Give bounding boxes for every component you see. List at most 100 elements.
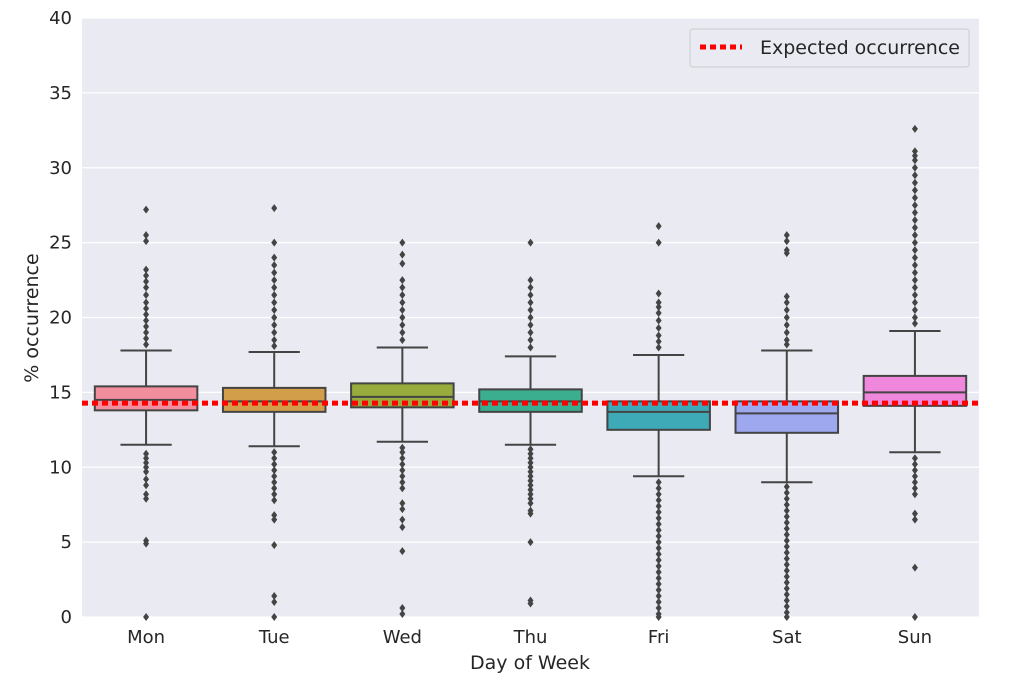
- outlier-wed-3: [399, 276, 406, 285]
- outlier-tue-23: [271, 496, 278, 505]
- box-sun: [862, 124, 968, 621]
- outlier-thu-8: [527, 328, 534, 337]
- outlier-mon-0: [143, 205, 150, 214]
- outlier-thu-5: [527, 306, 534, 315]
- outlier-sat-7: [783, 313, 790, 322]
- outlier-wed-26: [399, 610, 406, 619]
- outlier-sat-8: [783, 320, 790, 329]
- outlier-sat-6: [783, 306, 790, 315]
- outlier-fri-23: [655, 550, 662, 559]
- outlier-mon-11: [143, 316, 150, 325]
- outlier-sun-1: [911, 147, 918, 156]
- outlier-tue-3: [271, 261, 278, 270]
- legend: Expected occurrence: [689, 28, 970, 68]
- outlier-thu-26: [527, 538, 534, 547]
- outlier-sun-32: [911, 490, 918, 499]
- outlier-thu-3: [527, 291, 534, 300]
- y-tick-labels: 0 5 10 15 20 25 30 35 40: [49, 8, 72, 628]
- x-tick-labels: Mon Tue Wed Thu Fri Sat Sun: [127, 627, 932, 648]
- outlier-fri-1: [655, 238, 662, 247]
- outlier-sat-0: [783, 231, 790, 240]
- y-tick-label-25: 25: [49, 233, 72, 254]
- outlier-sun-26: [911, 454, 918, 463]
- outlier-sun-2: [911, 151, 918, 160]
- outlier-wed-7: [399, 306, 406, 315]
- outlier-wed-21: [399, 505, 406, 514]
- outlier-thu-23: [527, 499, 534, 508]
- outlier-wed-25: [399, 604, 406, 613]
- outlier-fri-29: [655, 586, 662, 595]
- y-axis-label: % occurrence: [21, 253, 43, 382]
- outlier-wed-18: [399, 478, 406, 487]
- outlier-sun-20: [911, 283, 918, 292]
- outlier-sun-24: [911, 313, 918, 322]
- outlier-thu-11: [527, 445, 534, 454]
- outlier-mon-2: [143, 237, 150, 246]
- outlier-sat-30: [783, 590, 790, 599]
- outlier-wed-0: [399, 238, 406, 247]
- outlier-tue-1: [271, 238, 278, 247]
- outlier-tue-7: [271, 291, 278, 300]
- outlier-fri-2: [655, 289, 662, 298]
- outlier-sat-22: [783, 542, 790, 551]
- outlier-mon-18: [143, 458, 150, 467]
- legend-box: [689, 28, 970, 68]
- outlier-sat-34: [783, 613, 790, 621]
- outlier-sat-19: [783, 524, 790, 533]
- outlier-thu-16: [527, 467, 534, 476]
- outlier-thu-25: [527, 509, 534, 518]
- outlier-sat-28: [783, 578, 790, 587]
- y-tick-label-40: 40: [49, 8, 72, 29]
- outlier-mon-10: [143, 310, 150, 319]
- outlier-thu-1: [527, 276, 534, 285]
- box-mon: [93, 205, 199, 621]
- outlier-thu-17: [527, 472, 534, 481]
- y-tick-label-0: 0: [61, 607, 72, 628]
- outlier-wed-8: [399, 313, 406, 322]
- outlier-sun-7: [911, 186, 918, 195]
- outlier-sun-34: [911, 515, 918, 524]
- boxes: [93, 124, 968, 621]
- outlier-mon-17: [143, 454, 150, 463]
- outlier-sat-10: [783, 335, 790, 344]
- outlier-sun-25: [911, 319, 918, 328]
- outlier-sat-13: [783, 488, 790, 497]
- outlier-mon-7: [143, 291, 150, 300]
- y-tick-label-35: 35: [49, 83, 72, 104]
- x-axis-label: Day of Week: [470, 652, 590, 674]
- outlier-sat-14: [783, 494, 790, 503]
- outlier-thu-18: [527, 476, 534, 485]
- outlier-sun-5: [911, 171, 918, 180]
- outlier-wed-12: [399, 443, 406, 452]
- outlier-sun-28: [911, 466, 918, 475]
- outlier-tue-19: [271, 472, 278, 481]
- outlier-wed-22: [399, 515, 406, 524]
- outlier-fri-7: [655, 323, 662, 332]
- outlier-sat-12: [783, 482, 790, 491]
- outlier-tue-16: [271, 454, 278, 463]
- outlier-thu-4: [527, 298, 534, 307]
- outlier-sun-19: [911, 276, 918, 285]
- outlier-tue-4: [271, 268, 278, 277]
- outlier-thu-0: [527, 238, 534, 247]
- outlier-sun-10: [911, 208, 918, 217]
- outlier-sun-8: [911, 193, 918, 202]
- outlier-tue-24: [271, 511, 278, 520]
- y-tick-label-15: 15: [49, 382, 72, 403]
- outlier-wed-15: [399, 460, 406, 469]
- outlier-sat-16: [783, 506, 790, 515]
- outlier-thu-10: [527, 343, 534, 352]
- outlier-sun-16: [911, 253, 918, 262]
- outlier-sat-9: [783, 328, 790, 337]
- outlier-mon-12: [143, 322, 150, 331]
- outlier-fri-21: [655, 538, 662, 547]
- outlier-fri-31: [655, 598, 662, 607]
- x-tick-label-thu: Thu: [513, 627, 548, 648]
- outlier-tue-13: [271, 335, 278, 344]
- outlier-wed-2: [399, 259, 406, 268]
- outlier-fri-9: [655, 337, 662, 346]
- box-thu: [478, 238, 583, 608]
- outlier-fri-12: [655, 484, 662, 493]
- outlier-mon-13: [143, 328, 150, 337]
- outlier-fri-4: [655, 303, 662, 312]
